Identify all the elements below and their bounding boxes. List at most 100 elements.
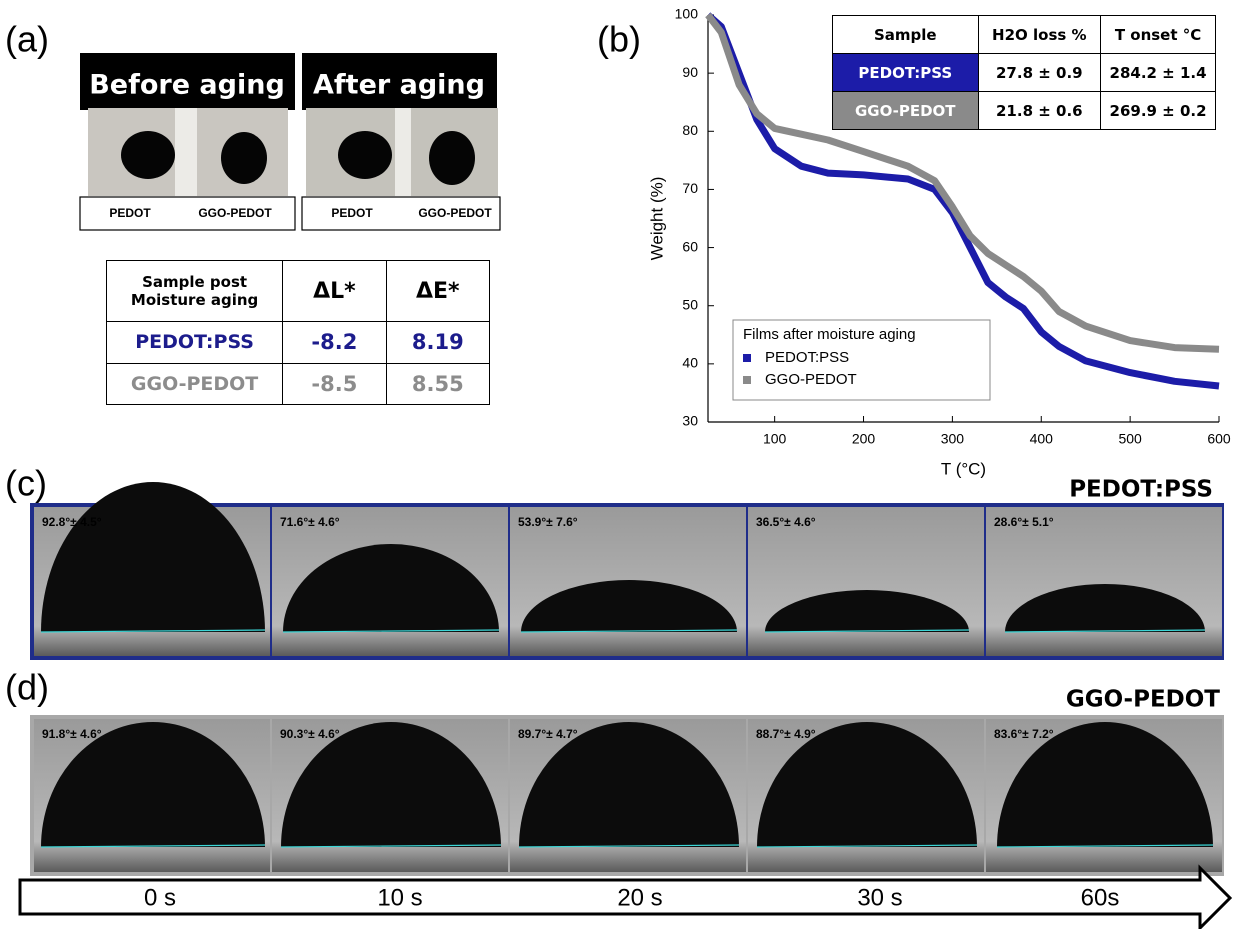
- baseline: [518, 844, 740, 848]
- y-tick-label: 60: [682, 238, 698, 254]
- photo-title: Before aging: [89, 70, 285, 101]
- legend-label: PEDOT:PSS: [765, 349, 849, 366]
- time-label: 30 s: [857, 884, 902, 911]
- table-row: GGO-PEDOT -8.5 8.55: [105, 362, 491, 406]
- table-header: T onset °C: [1100, 15, 1216, 54]
- photo-label: GGO-PEDOT: [418, 206, 492, 220]
- y-tick-label: 40: [682, 355, 698, 371]
- legend-swatch: [743, 376, 751, 384]
- table-cell: 21.8 ± 0.6: [977, 91, 1102, 130]
- y-tick-label: 30: [682, 413, 698, 429]
- table-row: PEDOT:PSS -8.2 8.19: [105, 321, 491, 364]
- angle-label: 28.6°± 5.1°: [994, 515, 1054, 529]
- baseline: [282, 629, 500, 633]
- drop-image: [748, 507, 984, 656]
- x-tick-label: 300: [941, 431, 965, 447]
- table-header: Sample: [832, 15, 979, 54]
- angle-label: 91.8°± 4.6°: [42, 727, 102, 741]
- table-header: ΔL*: [282, 259, 387, 323]
- x-axis-label: T (°C): [941, 459, 986, 478]
- droplet: [519, 722, 739, 847]
- x-tick-label: 600: [1207, 431, 1231, 447]
- table-cell: PEDOT:PSS: [832, 53, 979, 92]
- inset-table: Sample H2O loss % T onset °C PEDOT:PSS 27.8 …: [832, 15, 1216, 130]
- angle-label: 83.6°± 7.2°: [994, 727, 1054, 741]
- angle-label: 36.5°± 4.6°: [756, 515, 816, 529]
- series-line: [705, 12, 1220, 353]
- photo-after: [301, 53, 501, 231]
- angle-label: 90.3°± 4.6°: [280, 727, 340, 741]
- table-cell: 269.9 ± 0.2: [1100, 91, 1216, 130]
- baseline: [756, 844, 978, 848]
- panel-label: (d): [5, 667, 49, 708]
- table-cell: 8.19: [385, 321, 491, 364]
- y-tick-label: 70: [682, 180, 698, 196]
- droplet: [281, 722, 501, 847]
- y-tick-label: 80: [682, 122, 698, 138]
- angle-label: 88.7°± 4.9°: [756, 727, 816, 741]
- x-tick-label: 100: [763, 431, 787, 447]
- time-label: 60s: [1081, 884, 1120, 911]
- drop-image: [986, 507, 1222, 656]
- baseline: [40, 629, 266, 633]
- legend-label: GGO-PEDOT: [765, 371, 857, 388]
- baseline: [520, 629, 738, 633]
- angle-label: 53.9°± 7.6°: [518, 515, 578, 529]
- time-arrow: [18, 864, 1233, 929]
- photo-label: PEDOT: [109, 206, 151, 220]
- baseline: [280, 844, 502, 848]
- table-header: Sample post Moisture aging: [105, 259, 284, 323]
- droplet: [521, 580, 737, 632]
- color-table: Sample post Moisture aging ΔL* ΔE* PEDOT:PS…: [105, 259, 491, 406]
- x-tick-label: 500: [1118, 431, 1142, 447]
- time-label: 10 s: [377, 884, 422, 911]
- table-cell: -8.5: [282, 362, 387, 406]
- droplet: [765, 590, 969, 632]
- table-row: Sample H2O loss % T onset °C: [832, 15, 1216, 54]
- droplet: [283, 544, 499, 632]
- legend-swatch: [743, 354, 751, 362]
- x-tick-label: 400: [1030, 431, 1054, 447]
- droplet: [41, 722, 265, 847]
- x-tick-label: 200: [852, 431, 876, 447]
- angle-label: 89.7°± 4.7°: [518, 727, 578, 741]
- table-row: Sample post Moisture aging ΔL* ΔE*: [105, 259, 491, 323]
- photo-label: PEDOT: [331, 206, 373, 220]
- table-cell: 8.55: [385, 362, 491, 406]
- table-header: ΔE*: [385, 259, 491, 323]
- table-row: PEDOT:PSS 27.8 ± 0.9 284.2 ± 1.4: [832, 53, 1216, 92]
- table-cell: GGO-PEDOT: [832, 91, 979, 130]
- panel-label: (b): [597, 19, 641, 60]
- photo-title: After aging: [313, 70, 485, 101]
- table-cell: 27.8 ± 0.9: [977, 53, 1102, 92]
- droplet: [1005, 584, 1205, 632]
- baseline: [764, 629, 970, 633]
- droplet: [757, 722, 977, 847]
- panel-title: GGO-PEDOT: [1066, 687, 1220, 713]
- contact-angle-panels: 92.8°± 4.5° 71.6°± 4.6° 53.9°± 7.6° 36.5°± …: [30, 482, 1224, 876]
- photo-label: GGO-PEDOT: [198, 206, 272, 220]
- droplet: [997, 722, 1213, 847]
- baseline: [996, 844, 1214, 848]
- time-label: 0 s: [144, 884, 176, 911]
- table-cell: GGO-PEDOT: [105, 362, 284, 406]
- baseline: [1004, 629, 1206, 633]
- panel-label: (c): [5, 463, 47, 504]
- table-header: H2O loss %: [977, 15, 1102, 54]
- panel-title: PEDOT:PSS: [1069, 477, 1213, 503]
- photo-before: [79, 53, 296, 231]
- legend-box: [732, 319, 991, 401]
- angle-label: 92.8°± 4.5°: [42, 515, 102, 529]
- y-axis-label: Weight (%): [647, 177, 666, 261]
- baseline: [40, 844, 266, 848]
- tga-chart: 30 40 50 60 70 80 90 100 100 200 300 400 500 600 T (°C…: [647, 6, 1230, 479]
- time-label: 20 s: [617, 884, 662, 911]
- legend-title: Films after moisture aging: [743, 326, 916, 343]
- table-row: GGO-PEDOT 21.8 ± 0.6 269.9 ± 0.2: [832, 91, 1216, 130]
- table-cell: 284.2 ± 1.4: [1100, 53, 1216, 92]
- droplet: [41, 482, 265, 632]
- y-tick-label: 50: [682, 296, 698, 312]
- table-cell: PEDOT:PSS: [105, 321, 284, 364]
